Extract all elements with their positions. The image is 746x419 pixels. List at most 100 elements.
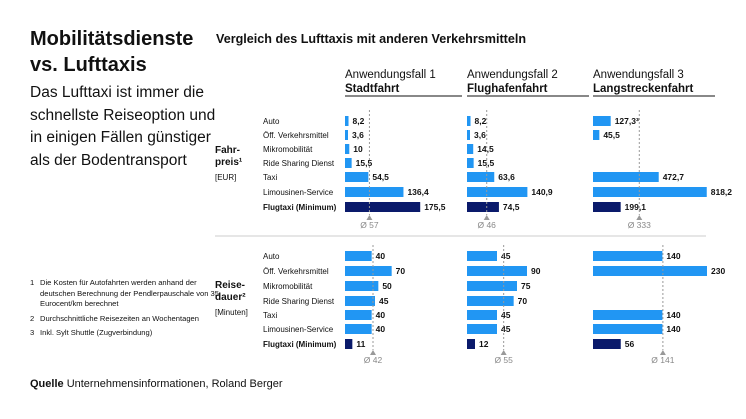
bar (593, 310, 663, 320)
data-label: 50 (382, 281, 392, 291)
footnote-number: 3 (30, 328, 35, 338)
panel-label: [Minuten] (215, 308, 248, 317)
data-label: 472,7 (663, 172, 685, 182)
average-label: Ø 42 (364, 355, 383, 365)
footnotes: 1 Die Kosten für Autofahrten werden anha… (30, 278, 220, 339)
bar (593, 251, 663, 261)
data-label: 140,9 (531, 187, 553, 197)
bar (593, 324, 663, 334)
bar (593, 172, 659, 182)
source-line: Quelle Unternehmensinformationen, Roland… (30, 378, 283, 390)
bar (593, 187, 707, 197)
panel-label: dauer² (215, 292, 246, 303)
chart-body: Anwendungsfall 1 Stadtfahrt Anwendungsfall… (215, 69, 732, 365)
bar (345, 296, 375, 306)
data-label: 3,6 (352, 130, 364, 140)
data-label: 15,5 (478, 158, 495, 168)
use-case-name: Stadtfahrt (345, 83, 399, 95)
footnote-number: 2 (30, 313, 35, 323)
data-label: 3,6 (474, 130, 486, 140)
average-label: Ø 55 (494, 355, 513, 365)
footnote-number: 1 (30, 278, 35, 287)
average-label: Ø 46 (477, 220, 496, 230)
bar (467, 202, 499, 212)
data-label: 54,5 (372, 172, 389, 182)
bar (345, 187, 404, 197)
data-label: 74,5 (503, 202, 520, 212)
bar (467, 296, 514, 306)
data-label: 45 (379, 296, 389, 306)
bar (345, 324, 372, 334)
panel-label: [EUR] (215, 173, 236, 182)
data-label: 63,6 (498, 172, 515, 182)
category-label: Flugtaxi (Minimum) (263, 203, 337, 212)
category-label: Limousinen-Service (263, 188, 334, 197)
data-label: 90 (531, 266, 541, 276)
use-case-name: Flughafenfahrt (467, 83, 548, 95)
bar (467, 310, 497, 320)
data-label: 12 (479, 339, 489, 349)
data-label: 140 (666, 324, 680, 334)
use-case-label: Anwendungsfall 2 (467, 69, 558, 81)
bar (593, 130, 600, 140)
average-marker (483, 215, 490, 220)
data-label: 45 (501, 251, 511, 261)
data-label: 40 (376, 251, 386, 261)
average-marker (636, 215, 643, 220)
data-label: 127,3³ (615, 116, 639, 126)
page-title: Mobilitätsdienste vs. Lufttaxis (30, 26, 205, 78)
data-label: 15,5 (356, 158, 373, 168)
source-label: Quelle (30, 378, 64, 390)
bar (467, 281, 517, 291)
bar (345, 172, 369, 182)
average-label: Ø 141 (651, 355, 674, 365)
bar (345, 266, 392, 276)
use-case-label: Anwendungsfall 3 (593, 69, 684, 81)
bar (467, 116, 471, 126)
bar (345, 144, 350, 154)
data-label: 8,2 (475, 116, 487, 126)
category-label: Öff. Verkehrsmittel (263, 267, 329, 276)
bar (593, 202, 621, 212)
bar (593, 116, 611, 126)
page-subtitle: Das Lufttaxi ist immer die schnellste Re… (30, 84, 216, 169)
data-label: 140 (666, 310, 680, 320)
category-label: Taxi (263, 173, 277, 182)
data-label: 8,2 (353, 116, 365, 126)
bar (593, 339, 621, 349)
source-text: Unternehmensinformationen, Roland Berger (66, 378, 283, 390)
bar (467, 130, 470, 140)
data-label: 56 (625, 339, 635, 349)
data-label: 14,5 (477, 144, 494, 154)
panel-label: Reise- (215, 280, 245, 291)
data-label: 199,1 (625, 202, 647, 212)
footnote-1: 1 Die Kosten für Autofahrten werden anha… (30, 278, 220, 310)
average-marker (659, 350, 666, 355)
data-label: 40 (376, 324, 386, 334)
panel-label: preis¹ (215, 157, 243, 168)
bar (467, 187, 528, 197)
data-label: 45,5 (603, 130, 620, 140)
data-label: 45 (501, 310, 511, 320)
average-marker (370, 350, 376, 355)
average-marker (500, 350, 507, 355)
bar (467, 339, 475, 349)
category-label: Mikromobilität (263, 145, 313, 154)
data-label: 818,2 (711, 187, 733, 197)
use-case-name: Langstreckenfahrt (593, 83, 694, 95)
bar (345, 158, 352, 168)
use-case-label: Anwendungsfall 1 (345, 69, 436, 81)
data-label: 175,5 (424, 202, 446, 212)
average-label: Ø 57 (360, 220, 379, 230)
average-label: Ø 333 (628, 220, 651, 230)
bar (467, 172, 495, 182)
category-label: Mikromobilität (263, 282, 313, 291)
data-label: 230 (711, 266, 725, 276)
chart-title: Vergleich des Lufttaxis mit anderen Verk… (216, 32, 526, 46)
category-label: Limousinen-Service (263, 325, 334, 334)
data-label: 70 (518, 296, 528, 306)
bar (345, 310, 372, 320)
category-label: Ride Sharing Dienst (263, 297, 335, 306)
bar (345, 116, 349, 126)
footnote-text: Inkl. Sylt Shuttle (Zugverbindung) (40, 328, 153, 338)
